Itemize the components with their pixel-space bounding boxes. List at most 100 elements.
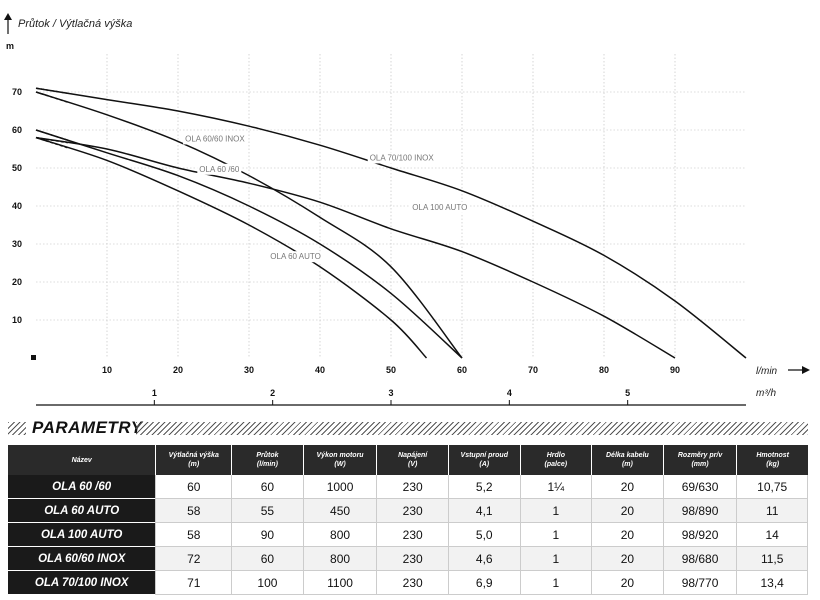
- x-tick-label: 50: [386, 365, 396, 375]
- table-cell: 20: [591, 523, 663, 547]
- table-header-cell: Vstupní proud (A): [447, 445, 520, 475]
- secondary-tick-label: 4: [507, 388, 512, 398]
- model-name-cell: OLA 60/60 INOX: [8, 547, 156, 571]
- table-cell: 1100: [302, 571, 377, 595]
- table-cell: 20: [591, 571, 663, 595]
- curve-label-bg: [367, 152, 436, 164]
- table-header-cell: Hrdlo (palce): [519, 445, 592, 475]
- curve-label-ola-70-100-inox: OLA 70/100 INOX: [370, 153, 435, 162]
- parameters-title: PARAMETRY: [32, 418, 143, 437]
- table-cell: 55: [231, 499, 303, 523]
- table-header-cell: Hmotnost (kg): [736, 445, 808, 475]
- table-cell: 1: [519, 547, 592, 571]
- secondary-tick-label: 2: [270, 388, 275, 398]
- x-tick-label: 10: [102, 365, 112, 375]
- table-cell: 1: [519, 571, 592, 595]
- table-cell: 1000: [302, 475, 377, 499]
- table-cell: 4,1: [447, 499, 520, 523]
- header-unit: (palce): [544, 461, 568, 468]
- pump-curve-chart: Průtok / Výtlačná výška m 10 20 30 40 50 60 70 10…: [4, 13, 810, 406]
- header-unit: (m): [188, 461, 200, 468]
- header-label: Délka kabelu: [606, 452, 649, 459]
- table-cell: 58: [155, 499, 232, 523]
- chart-grid: [36, 54, 745, 358]
- table-cell: 230: [376, 499, 448, 523]
- header-label: Rozměry pr/v: [677, 452, 723, 459]
- curve-label-ola-100-auto: OLA 100 AUTO: [412, 203, 467, 212]
- table-cell: 100: [231, 571, 303, 595]
- table-cell: 800: [302, 523, 377, 547]
- chart-title: Průtok / Výtlačná výška: [18, 18, 132, 30]
- model-name-cell: OLA 60 /60: [8, 475, 156, 499]
- table-header-cell: Název: [8, 445, 156, 475]
- table-row: OLA 60 /60 60 60 1000 230 5,2 1¼ 20 69/630 10,75: [8, 475, 808, 499]
- table-header-row: Název Výtlačná výška (m) Průtok (l/min) Výkon…: [8, 445, 808, 475]
- curve-label-bg: [410, 201, 470, 213]
- y-tick-label: 70: [12, 87, 22, 97]
- table-cell: 72: [155, 547, 232, 571]
- curve-label-bg: [183, 133, 247, 145]
- secondary-tick-label: 5: [625, 388, 630, 398]
- model-name-cell: OLA 70/100 INOX: [8, 571, 156, 595]
- table-cell: 13,4: [736, 571, 808, 595]
- series-line: [35, 91, 463, 359]
- y-tick-label: 30: [12, 239, 22, 249]
- table-cell: 10,75: [736, 475, 808, 499]
- header-unit: (W): [334, 461, 346, 468]
- series-line: [35, 136, 428, 359]
- table-header-cell: Průtok (l/min): [231, 445, 303, 475]
- table-cell: 230: [376, 523, 448, 547]
- table-cell: 20: [591, 499, 663, 523]
- header-unit: (kg): [766, 461, 780, 468]
- table-cell: 58: [155, 523, 232, 547]
- header-unit: (m): [621, 461, 633, 468]
- table-cell: 60: [231, 547, 303, 571]
- curve-label-ola-60-auto: OLA 60 AUTO: [270, 252, 321, 261]
- table-cell: 98/680: [662, 547, 737, 571]
- table-cell: 230: [376, 571, 448, 595]
- table-row: OLA 60/60 INOX 72 60 800 230 4,6 1 20 98/680 11,5: [8, 547, 808, 571]
- table-header-cell: Výkon motoru (W): [302, 445, 377, 475]
- y-tick-label: 50: [12, 163, 22, 173]
- table-row: OLA 100 AUTO 58 90 800 230 5,0 1 20 98/920 14: [8, 523, 808, 547]
- chart-axes: Průtok / Výtlačná výška m 10 20 30 40 50 60 70 10…: [4, 13, 810, 406]
- header-label: Výtlačná výška: [168, 452, 219, 459]
- curve-label-bg: [268, 251, 323, 263]
- table-cell: 14: [736, 523, 808, 547]
- secondary-tick-label: 3: [388, 388, 393, 398]
- x-tick-label: 40: [315, 365, 325, 375]
- table-cell: 11: [736, 499, 808, 523]
- heading-hatch-right: [136, 422, 808, 435]
- table-cell: 98/890: [662, 499, 737, 523]
- series-line: [35, 136, 676, 359]
- curve-label-bg: [197, 163, 242, 175]
- header-unit: (l/min): [256, 461, 278, 468]
- table-row: OLA 70/100 INOX 71 100 1100 230 6,9 1 20 98/770 1…: [8, 571, 808, 595]
- table-cell: 230: [376, 547, 448, 571]
- table-cell: 60: [155, 475, 232, 499]
- x-tick-label: 70: [528, 365, 538, 375]
- model-name-cell: OLA 100 AUTO: [8, 523, 156, 547]
- table-cell: 800: [302, 547, 377, 571]
- table-cell: 230: [376, 475, 448, 499]
- header-unit: (A): [479, 461, 490, 468]
- curve-label-ola-60-60-inox: OLA 60/60 INOX: [185, 134, 245, 143]
- table-cell: 90: [231, 523, 303, 547]
- header-label: Název: [71, 456, 92, 464]
- table-cell: 98/770: [662, 571, 737, 595]
- table-cell: 1¼: [519, 475, 592, 499]
- parameters-table: Název Výtlačná výška (m) Průtok (l/min) Výkon…: [8, 445, 808, 595]
- x-axis-arrow-head: [802, 366, 810, 374]
- header-unit: (mm): [691, 461, 709, 468]
- header-label: Hmotnost: [756, 452, 790, 459]
- table-cell: 1: [519, 523, 592, 547]
- table-cell: 71: [155, 571, 232, 595]
- x-tick-label: 60: [457, 365, 467, 375]
- table-cell: 20: [591, 547, 663, 571]
- model-name-cell: OLA 60 AUTO: [8, 499, 156, 523]
- origin-marker: [31, 355, 36, 360]
- table-cell: 60: [231, 475, 303, 499]
- y-axis-label: m: [6, 41, 14, 51]
- header-label: Průtok: [256, 452, 279, 459]
- header-label: Vstupní proud: [460, 452, 508, 459]
